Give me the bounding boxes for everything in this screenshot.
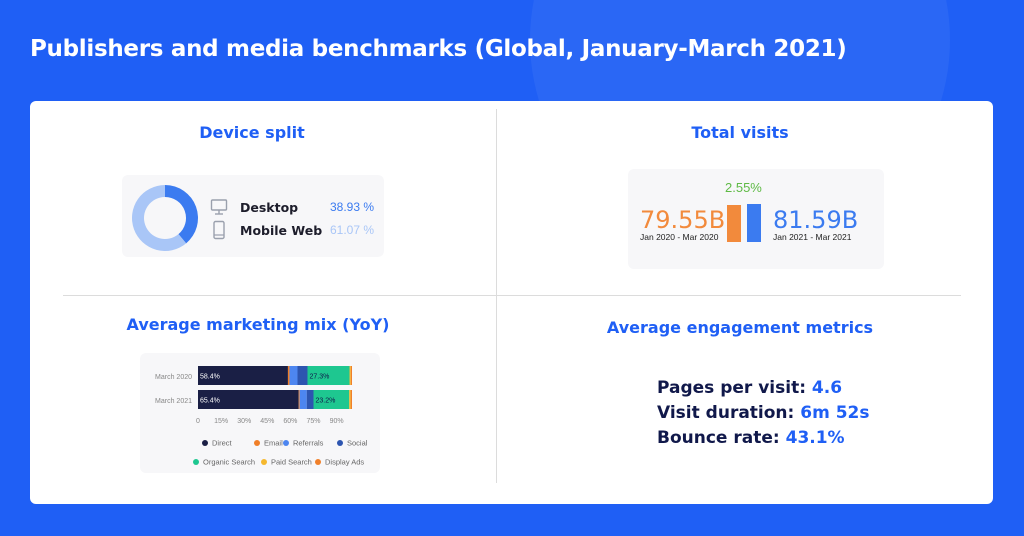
metric-bounce-rate: Bounce rate: 43.1% (657, 428, 845, 448)
metric-pages-per-visit: Pages per visit: 4.6 (657, 378, 842, 398)
legend-label: Organic Search (203, 458, 255, 467)
bar-segment-social (306, 390, 314, 409)
dashboard-card: Device split Desktop 38.93 % Mobile Web … (30, 101, 993, 504)
data-label: 27.3% (309, 374, 329, 381)
metric-visit-duration: Visit duration: 6m 52s (657, 403, 870, 423)
device-split-donut (132, 185, 198, 251)
visits-current-value: 81.59B (773, 206, 859, 234)
legend-marker (202, 440, 208, 446)
legend-marker (261, 459, 267, 465)
bar-segment-organic-search (307, 366, 350, 385)
x-tick-label: 30% (237, 418, 251, 425)
legend-marker (193, 459, 199, 465)
bar-segment-direct (198, 366, 288, 385)
metric-value: 43.1% (785, 428, 845, 448)
x-tick-label: 75% (306, 418, 320, 425)
bar-segment-referrals (289, 366, 298, 385)
device-row-mobile-web: Mobile Web 61.07 % (210, 220, 374, 240)
legend-marker (283, 440, 289, 446)
device-row-desktop: Desktop 38.93 % (210, 197, 374, 217)
bar-segment-display-ads (350, 390, 352, 409)
desktop-icon (210, 199, 228, 215)
legend-label: Paid Search (271, 458, 312, 467)
legend-label: Display Ads (325, 458, 364, 467)
bar-segment-paid-search (349, 366, 351, 385)
legend-label: Email (264, 439, 283, 448)
bar-segment-referrals (299, 390, 307, 409)
legend-label: Social (347, 439, 368, 448)
desktop-label: Desktop (240, 199, 299, 215)
desktop-value: 38.93 % (330, 200, 375, 214)
legend-label: Referrals (293, 439, 324, 448)
device-split-title: Device split (199, 123, 305, 142)
category-label: March 2021 (155, 398, 192, 405)
donut-slice-desktop (165, 185, 198, 244)
metric-label: Pages per visit: (657, 378, 806, 398)
visits-current-bar (747, 204, 761, 242)
visits-previous-bar (727, 204, 741, 242)
visits-current-period: Jan 2021 - Mar 2021 (773, 232, 852, 242)
bar-segment-direct (198, 390, 299, 409)
bar-segment-display-ads (350, 366, 352, 385)
total-visits-title: Total visits (691, 123, 789, 142)
x-tick-label: 45% (260, 418, 274, 425)
donut-slice-mobile-web (132, 185, 187, 251)
marketing-mix-title: Average marketing mix (YoY) (126, 315, 390, 334)
data-label: 65.4% (200, 398, 220, 405)
data-label: 23.2% (316, 398, 336, 405)
category-label: March 2020 (155, 374, 192, 381)
metric-value: 6m 52s (800, 403, 870, 423)
horizontal-divider (63, 295, 961, 296)
x-tick-label: 90% (330, 418, 344, 425)
legend-marker (315, 459, 321, 465)
bar-segment-email (298, 390, 300, 409)
marketing-mix-chart: March 2020 58.4% 27.3% March 2021 65.4% 23.2%… (155, 366, 368, 467)
visits-change: 2.55% (725, 180, 762, 195)
x-tick-label: 60% (283, 418, 297, 425)
mobile-web-label: Mobile Web (240, 222, 323, 238)
bar-segment-organic-search (313, 390, 350, 409)
legend-label: Direct (212, 439, 233, 448)
visits-previous-period: Jan 2020 - Mar 2020 (640, 232, 719, 242)
x-tick-label: 0 (196, 418, 200, 425)
x-tick-label: 15% (214, 418, 228, 425)
bar-segment-social (297, 366, 308, 385)
legend-marker (337, 440, 343, 446)
page-title: Publishers and media benchmarks (Global,… (30, 36, 847, 62)
metric-label: Visit duration: (657, 403, 795, 423)
mobile-icon (213, 220, 225, 240)
mobile-web-value: 61.07 % (330, 223, 375, 237)
vertical-divider (496, 109, 497, 483)
bar-segment-paid-search (349, 390, 351, 409)
metric-value: 4.6 (811, 378, 843, 398)
engagement-title: Average engagement metrics (606, 318, 874, 337)
data-label: 58.4% (200, 374, 220, 381)
visits-previous-value: 79.55B (640, 206, 726, 234)
bar-segment-email (287, 366, 290, 385)
metric-label: Bounce rate: (657, 428, 780, 448)
legend-marker (254, 440, 260, 446)
